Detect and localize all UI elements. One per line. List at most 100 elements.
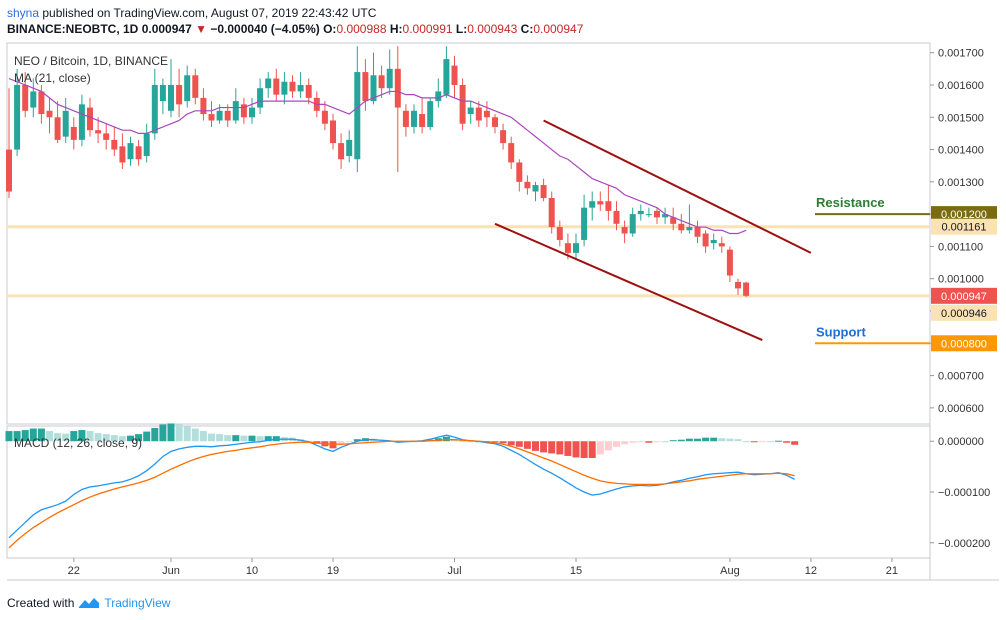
candle-body	[726, 249, 733, 276]
open-value: 0.000988	[336, 22, 387, 36]
macd-histogram-bar	[702, 437, 710, 442]
time-axis-label: Aug	[720, 565, 740, 577]
price-axis-label: 0.001400	[938, 145, 984, 157]
time-axis-label: 15	[570, 565, 582, 577]
macd-histogram-bar	[766, 441, 774, 443]
author-name[interactable]: shyna	[7, 6, 40, 20]
candle-body	[516, 162, 523, 182]
macd-histogram-bar	[216, 434, 224, 442]
resistance-label: Resistance	[816, 195, 885, 210]
macd-histogram-bar	[70, 431, 78, 442]
macd-histogram-bar	[532, 441, 539, 451]
macd-histogram-bar	[726, 438, 734, 442]
candle-body	[151, 84, 158, 134]
candle-body	[702, 233, 709, 247]
macd-histogram-bar	[669, 440, 677, 442]
macd-histogram-bar	[783, 441, 791, 443]
time-axis-label: Jul	[447, 565, 461, 577]
macd-histogram-bar	[264, 436, 272, 442]
candle-body	[427, 101, 434, 127]
close-price-tag-bg	[931, 304, 997, 321]
candle-body	[743, 282, 750, 296]
candle-body	[670, 217, 677, 224]
candle-body	[224, 110, 231, 121]
candle-body	[589, 201, 596, 208]
candle-body	[305, 84, 312, 98]
candle-body	[581, 207, 588, 240]
macd-histogram-bar	[718, 438, 726, 442]
macd-histogram-bar	[167, 423, 175, 442]
macd-histogram-bar	[345, 441, 353, 443]
candle-body	[556, 227, 563, 240]
price-axis-label: 0.000600	[938, 403, 984, 415]
macd-histogram-bar	[613, 441, 620, 447]
macd-histogram-bar	[548, 441, 556, 454]
macd-histogram-bar	[596, 441, 604, 455]
candle-body	[532, 185, 539, 192]
macd-histogram-bar	[175, 424, 183, 442]
macd-histogram-bar	[604, 441, 612, 451]
candle-body	[249, 107, 255, 118]
candle-body	[645, 214, 652, 216]
macd-histogram-bar	[572, 441, 580, 458]
candle-body	[451, 65, 458, 85]
resistance-price-tag: 0.001200	[941, 209, 987, 221]
tradingview-logo-icon	[79, 598, 100, 608]
macd-histogram-bar	[710, 437, 718, 442]
candle-body	[435, 91, 442, 102]
ma-21-line	[8, 77, 747, 235]
time-axis-label: 19	[327, 565, 339, 577]
macd-histogram-bar	[151, 428, 159, 442]
macd-histogram-bar	[118, 436, 126, 442]
candle-body	[200, 97, 207, 115]
macd-histogram-bar	[556, 441, 564, 455]
close-price-tag: 0.000946	[941, 308, 987, 320]
macd-histogram-bar	[653, 441, 661, 443]
candle-body	[6, 149, 12, 192]
candle-body	[548, 197, 555, 228]
candle-body	[240, 104, 247, 118]
candle-body	[419, 114, 426, 127]
candle-body	[467, 107, 474, 115]
macd-histogram-bar	[135, 434, 143, 442]
macd-histogram-bar	[734, 439, 742, 442]
channel-upper-line	[543, 119, 812, 254]
macd-histogram-bar	[29, 428, 37, 442]
macd-histogram-bar	[5, 431, 13, 442]
candle-body	[330, 120, 336, 144]
candle-body	[143, 133, 150, 157]
candle-body	[192, 75, 199, 98]
macd-histogram-bar	[694, 438, 701, 442]
level-price-tag: 0.001161	[941, 222, 986, 234]
candle-body	[70, 126, 77, 140]
macd-histogram-bar	[499, 441, 507, 444]
candle-body	[354, 72, 361, 160]
time-axis-label: 10	[246, 565, 258, 577]
macd-histogram-bar	[564, 441, 572, 456]
publish-text: published on TradingView.com, August 07,…	[42, 6, 377, 20]
candle-body	[597, 201, 604, 205]
candle-body	[386, 68, 393, 89]
candle-body	[654, 210, 660, 218]
footer: Created with TradingView	[7, 596, 170, 610]
price-axis-label: 0.001600	[938, 80, 984, 92]
candle-body	[159, 84, 166, 102]
candle-body	[297, 84, 304, 92]
macd-histogram-bar	[637, 441, 645, 443]
macd-histogram-bar	[588, 441, 596, 458]
candle-body	[402, 110, 409, 127]
price-axis-label: 0.001500	[938, 112, 984, 124]
candle-body	[273, 78, 280, 95]
candle-body	[483, 110, 490, 118]
tradingview-brand[interactable]: TradingView	[104, 596, 171, 610]
candle-body	[443, 59, 450, 95]
macd-histogram-bar	[515, 441, 523, 447]
macd-axis-label: 0.000000	[938, 436, 984, 448]
macd-histogram-bar	[467, 441, 475, 443]
macd-axis-label: −0.000100	[938, 487, 990, 499]
candle-body	[168, 84, 174, 111]
candle-body	[30, 91, 37, 108]
macd-histogram-bar	[540, 441, 548, 453]
macd-histogram-bar	[661, 441, 669, 443]
